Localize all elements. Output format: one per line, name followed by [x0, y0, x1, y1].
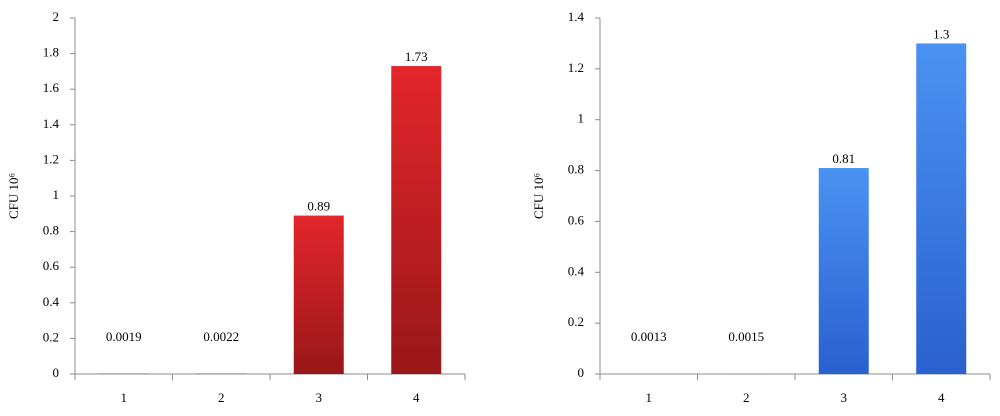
x-tick-label: 2: [218, 390, 225, 405]
y-tick-label: 0.8: [568, 162, 584, 177]
y-tick-label: 0.2: [43, 329, 59, 344]
y-tick-label: 0: [578, 365, 585, 380]
y-tick-label: 1: [53, 187, 60, 202]
y-axis-label: CFU 10⁶: [6, 173, 21, 219]
bar: [916, 43, 967, 375]
x-tick-label: 2: [743, 390, 750, 405]
y-tick-label: 1.2: [568, 60, 584, 75]
data-label: 0.0022: [203, 329, 239, 344]
data-label: 0.0015: [728, 329, 764, 344]
x-tick-label: 1: [646, 390, 653, 405]
data-label: 0.0019: [106, 329, 142, 344]
y-tick-label: 1.4: [568, 9, 585, 24]
y-tick-label: 1.8: [43, 45, 59, 60]
y-tick-label: 0.8: [43, 223, 59, 238]
bar: [818, 168, 869, 374]
x-tick-label: 4: [413, 390, 420, 405]
data-label: 0.81: [832, 151, 855, 166]
y-tick-label: 1.4: [43, 116, 60, 131]
y-tick-label: 0.4: [43, 294, 60, 309]
y-tick-label: 1.6: [43, 80, 60, 95]
y-tick-label: 1.2: [43, 151, 59, 166]
y-tick-label: 0: [53, 365, 60, 380]
y-tick-label: 0.6: [43, 258, 60, 273]
x-tick-label: 1: [121, 390, 128, 405]
x-tick-label: 3: [841, 390, 848, 405]
y-tick-label: 0.2: [568, 314, 584, 329]
y-tick-label: 0.4: [568, 263, 585, 278]
x-tick-label: 4: [938, 390, 945, 405]
bar: [293, 215, 344, 374]
bar: [391, 66, 442, 374]
data-label: 1.3: [933, 26, 949, 41]
data-label: 1.73: [405, 49, 428, 64]
y-tick-label: 1: [578, 111, 585, 126]
y-tick-label: 0.6: [568, 212, 585, 227]
y-tick-label: 2: [53, 9, 60, 24]
x-tick-label: 3: [316, 390, 323, 405]
data-label: 0.89: [307, 199, 330, 214]
y-axis-label: CFU 10⁶: [531, 173, 546, 219]
data-label: 0.0013: [631, 329, 667, 344]
